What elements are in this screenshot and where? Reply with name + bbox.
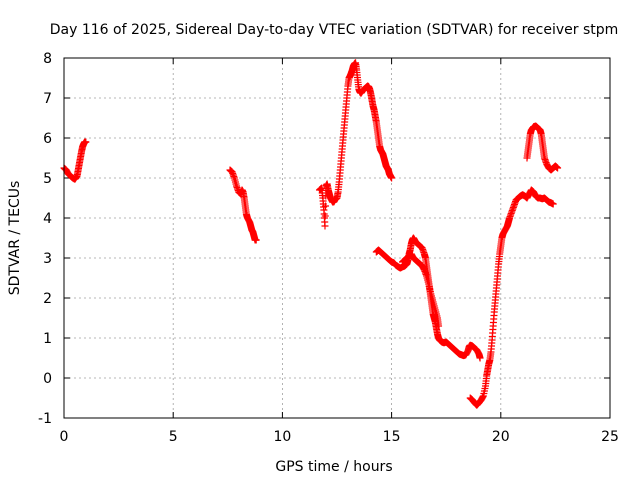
x-tick-label: 10 — [273, 429, 291, 445]
axis-ticks — [63, 57, 611, 419]
x-tick-label: 5 — [169, 429, 178, 445]
y-tick-label: 7 — [43, 91, 52, 107]
grid-lines — [64, 58, 610, 418]
y-tick-label: -1 — [38, 411, 52, 427]
y-tick-label: 8 — [43, 51, 52, 67]
x-axis-label: GPS time / hours — [275, 459, 392, 475]
tick-labels: 0 5 10 15 20 25 -1 0 1 2 3 4 5 6 7 8 — [38, 51, 619, 445]
data-point — [321, 222, 329, 230]
data-point — [388, 174, 396, 182]
data-point — [321, 212, 329, 220]
x-tick-label: 15 — [383, 429, 401, 445]
y-tick-label: 3 — [43, 251, 52, 267]
x-tick-label: 25 — [601, 429, 619, 445]
data-point — [476, 354, 484, 362]
y-tick-label: 6 — [43, 131, 52, 147]
data-point — [435, 322, 443, 330]
data-point — [554, 164, 562, 172]
y-tick-label: 1 — [43, 331, 52, 347]
y-tick-label: 4 — [43, 211, 52, 227]
plot-frame — [63, 57, 611, 419]
y-tick-label: 5 — [43, 171, 52, 187]
x-tick-label: 20 — [492, 429, 510, 445]
data-point — [322, 202, 330, 210]
chart-title: Day 116 of 2025, Sidereal Day-to-day VTE… — [50, 22, 619, 38]
y-tick-label: 0 — [43, 371, 52, 387]
data-point — [82, 138, 90, 146]
y-tick-label: 2 — [43, 291, 52, 307]
data-point — [549, 200, 557, 208]
y-axis-label: SDTVAR / TECUs — [7, 181, 23, 296]
x-tick-label: 0 — [60, 429, 69, 445]
data-points — [60, 59, 562, 409]
data-point — [252, 236, 260, 244]
